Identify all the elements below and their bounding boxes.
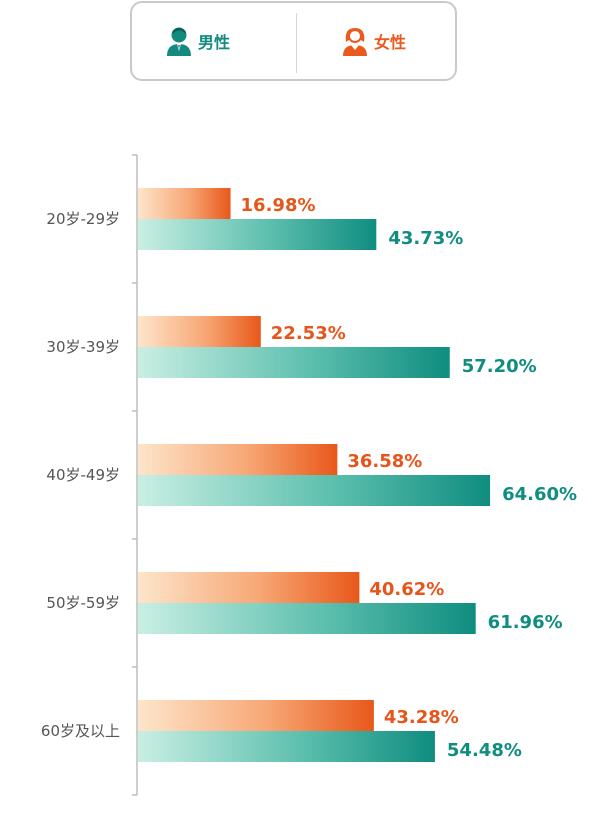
bar-female	[138, 572, 360, 603]
category-label: 30岁-39岁	[46, 338, 120, 356]
bar-female	[138, 700, 374, 731]
category-label: 40岁-49岁	[46, 466, 120, 484]
data-label-male: 57.20%	[462, 356, 537, 377]
legend: 男性 女性	[130, 1, 457, 81]
bar-male	[138, 603, 476, 634]
female-user-icon	[343, 28, 367, 56]
bar-male	[138, 475, 491, 506]
legend-divider	[296, 13, 297, 73]
legend-label-female: 女性	[374, 33, 407, 52]
data-label-female: 22.53%	[271, 323, 346, 344]
bar-female	[138, 316, 261, 347]
data-label-female: 16.98%	[241, 195, 316, 216]
data-label-female: 40.62%	[369, 579, 444, 600]
bar-male	[138, 347, 450, 378]
data-label-male: 43.73%	[388, 228, 463, 249]
male-user-icon	[167, 27, 191, 56]
category-label: 50岁-59岁	[46, 594, 120, 612]
bar-male	[138, 731, 435, 762]
data-label-female: 43.28%	[384, 707, 459, 728]
legend-label-male: 男性	[198, 33, 231, 52]
category-label: 20岁-29岁	[46, 210, 120, 228]
bar-female	[138, 444, 338, 475]
bar-male	[138, 219, 377, 250]
data-label-male: 64.60%	[502, 484, 577, 505]
data-label-male: 54.48%	[447, 740, 522, 761]
legend-item-female[interactable]: 女性	[342, 3, 406, 79]
category-label: 60岁及以上	[41, 722, 120, 740]
data-label-male: 61.96%	[488, 612, 563, 633]
legend-item-male[interactable]: 男性	[166, 3, 230, 79]
bar-female	[138, 188, 231, 219]
data-label-female: 36.58%	[347, 451, 422, 472]
